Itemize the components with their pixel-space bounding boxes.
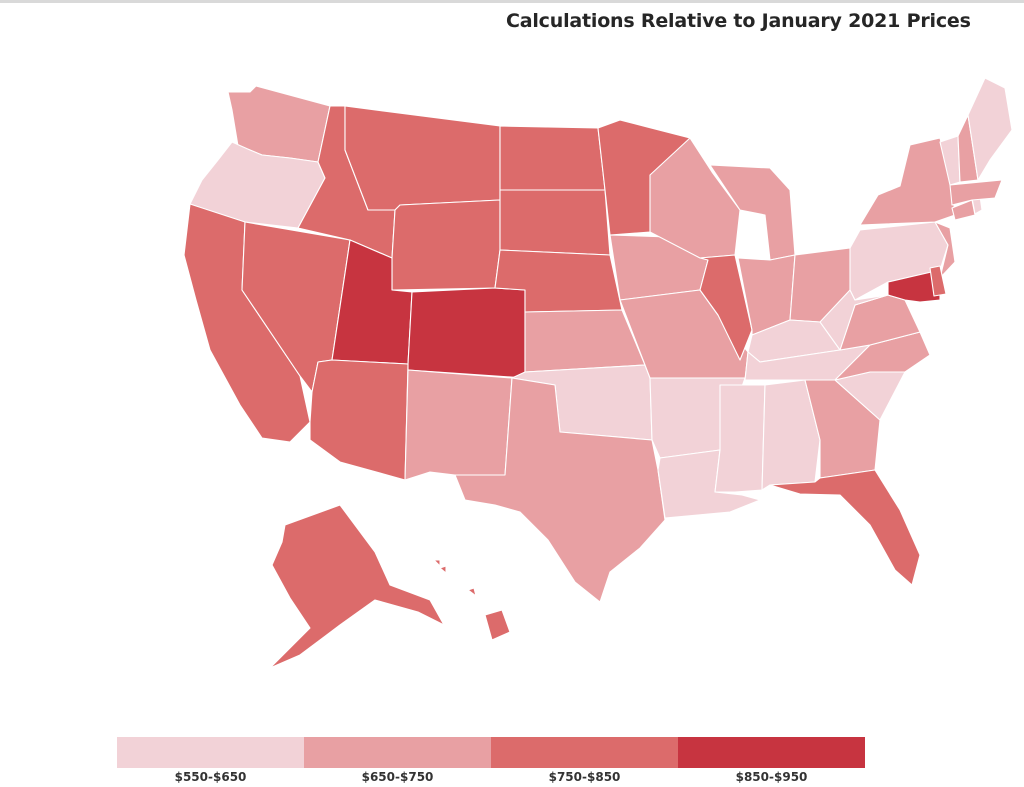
legend-label-2: $650-$750 [361,770,434,784]
state-SD[interactable] [499,189,611,256]
state-CT[interactable] [951,199,976,221]
legend-label-3: $750-$850 [548,770,621,784]
state-MA[interactable] [949,179,1003,206]
legend-swatch-2 [304,737,491,768]
legend-swatch-3 [491,737,678,768]
state-NJ[interactable] [934,221,956,279]
top-border [0,0,1024,3]
state-NM[interactable] [404,369,513,481]
state-HI[interactable] [433,559,511,641]
state-ND[interactable] [499,125,606,191]
state-AZ[interactable] [309,359,409,481]
state-WI[interactable] [649,137,741,259]
state-AK[interactable] [269,504,445,669]
state-NY[interactable] [859,137,956,226]
state-TX[interactable] [454,377,666,603]
legend-swatch-4 [678,737,865,768]
state-MT[interactable] [344,105,501,211]
state-IL[interactable] [699,254,753,361]
legend-label-4: $850-$950 [735,770,808,784]
state-DE[interactable] [929,265,947,297]
legend-label-1: $550-$650 [174,770,247,784]
legend: $550-$650 $650-$750 $750-$850 $850-$950 [117,737,865,787]
state-CO[interactable] [407,287,526,379]
map-title: Calculations Relative to January 2021 Pr… [506,10,971,32]
legend-swatch-1 [117,737,304,768]
state-ME[interactable] [967,77,1013,181]
state-FL[interactable] [769,469,921,586]
state-WY[interactable] [391,199,501,291]
state-MS[interactable] [714,384,766,493]
